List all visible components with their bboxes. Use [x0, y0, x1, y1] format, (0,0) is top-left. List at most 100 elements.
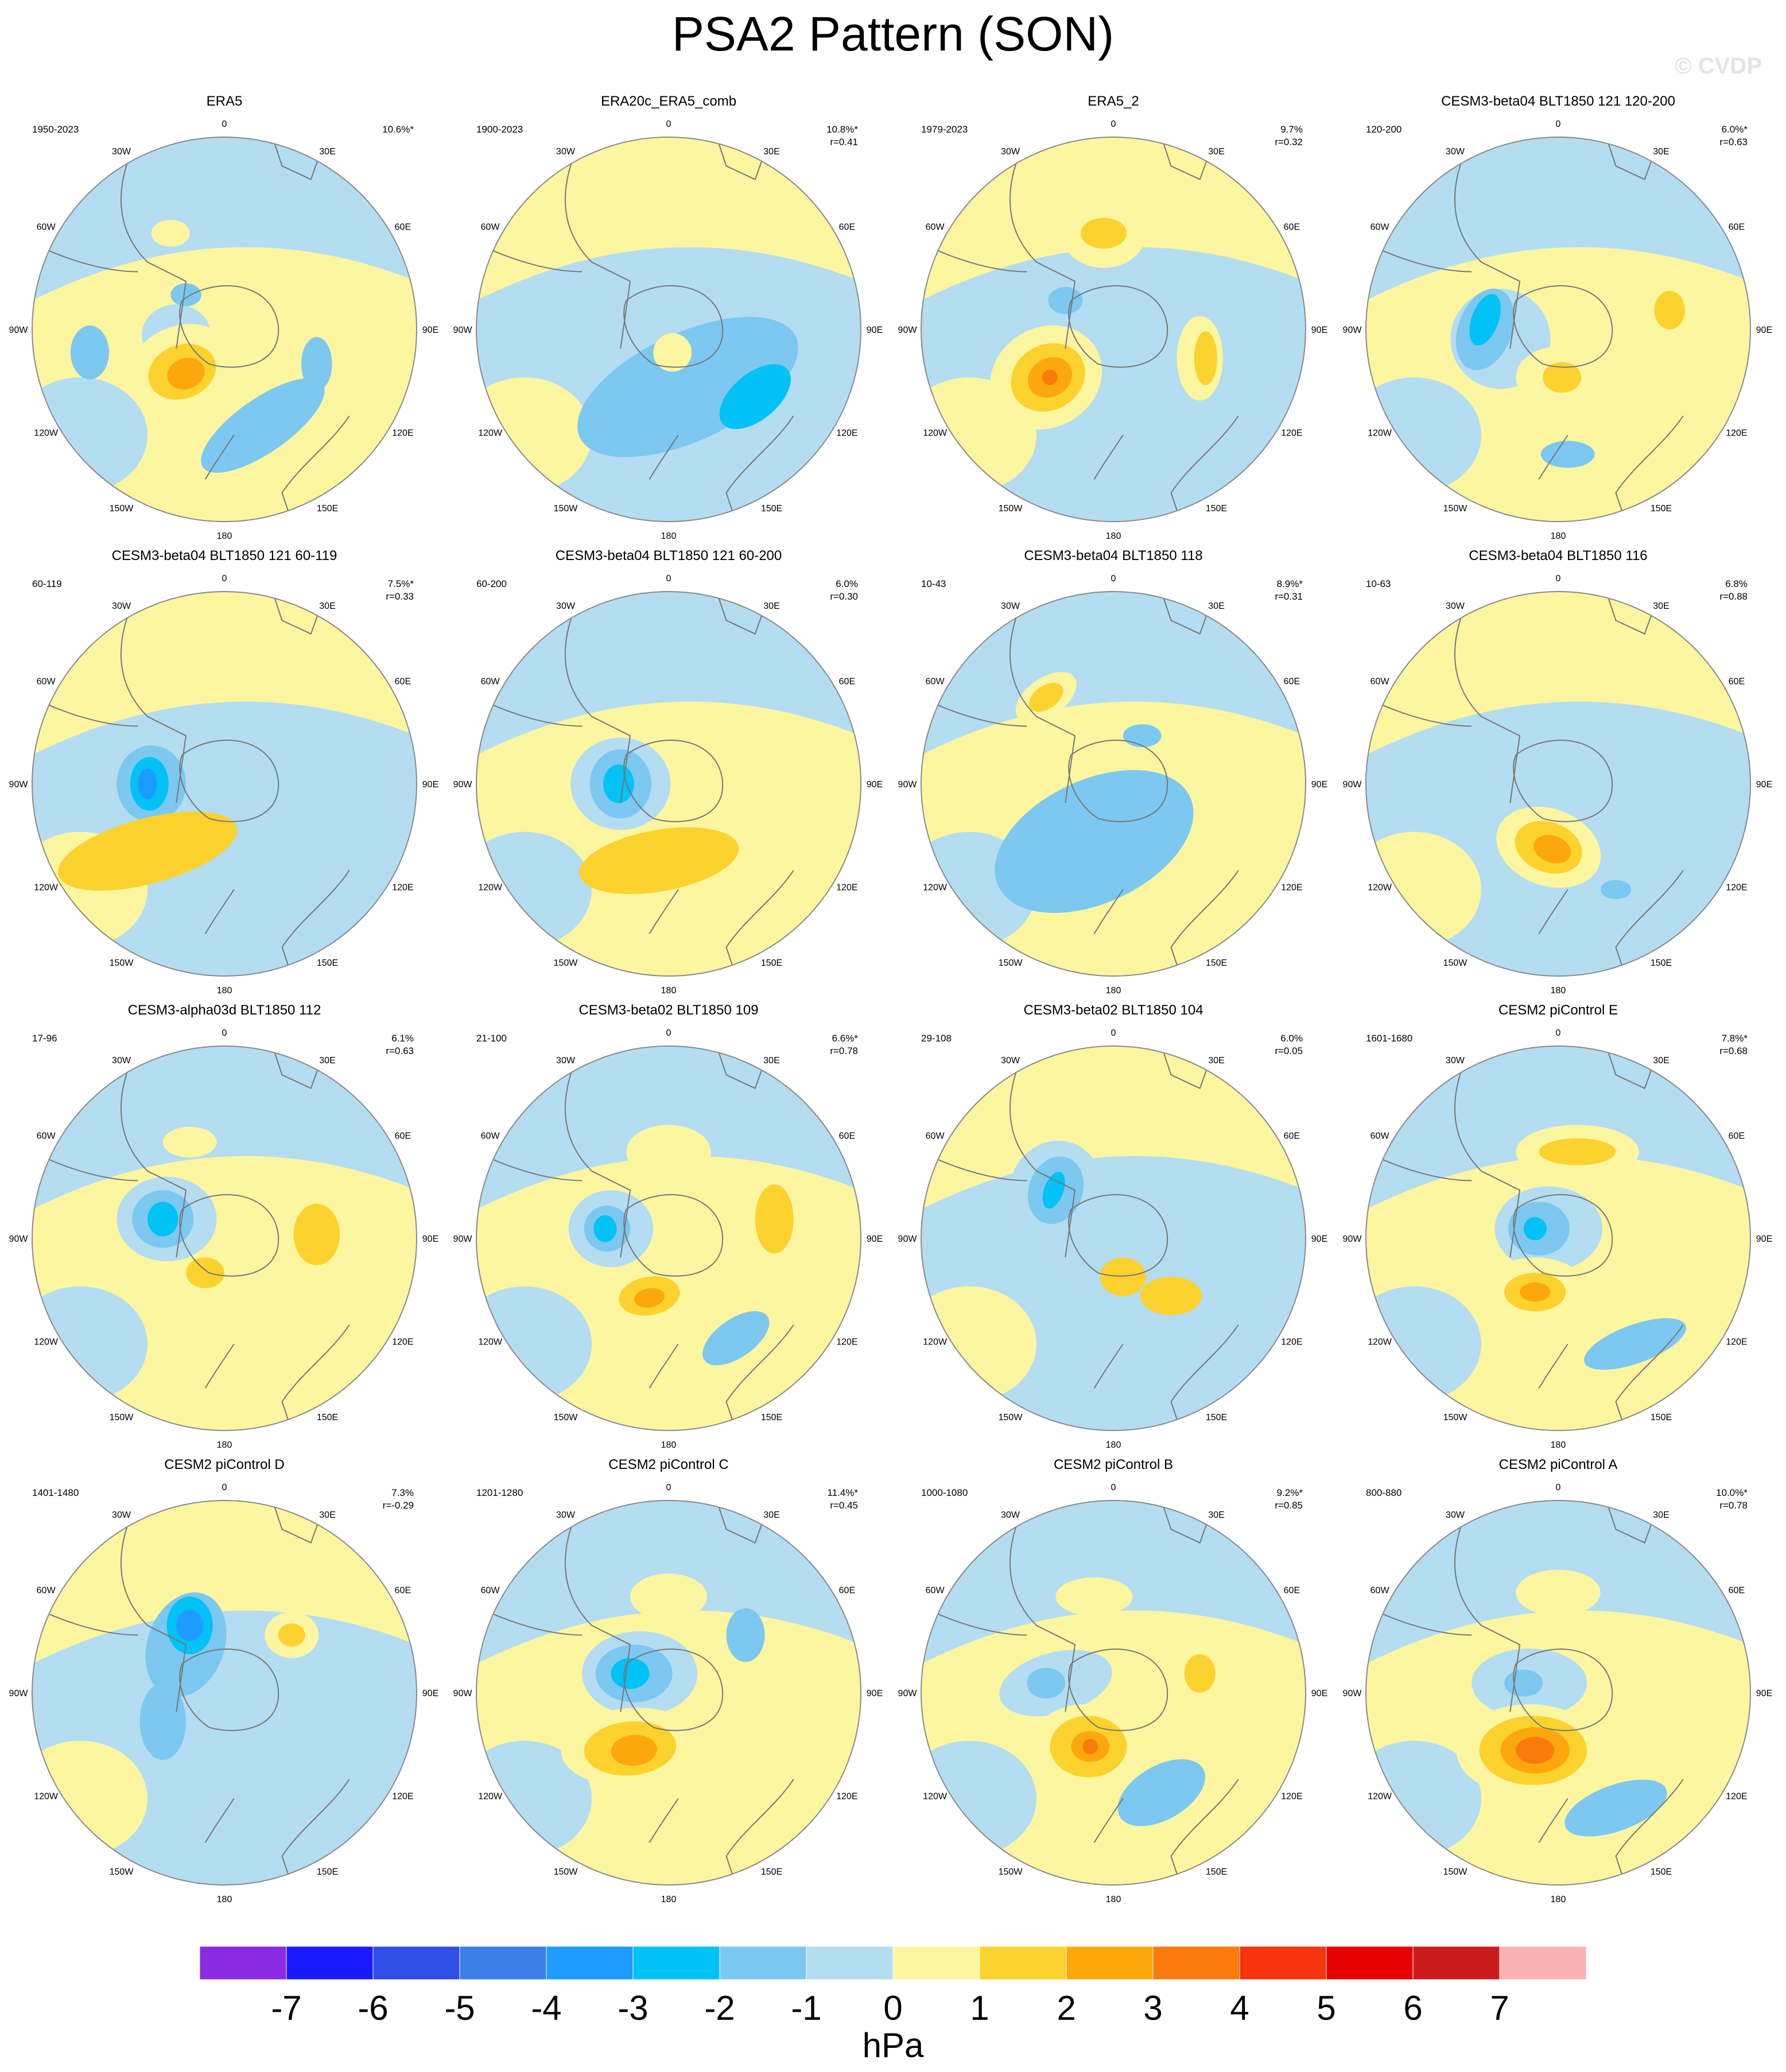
map-panel: CESM2 piControl A 800-880 10.0%* r=0.78 0 30E…: [1343, 1457, 1773, 1904]
contour-blob: [1048, 287, 1083, 314]
lon-label: 0: [1556, 119, 1561, 129]
map-panel: CESM2 piControl E 1601-1680 7.8%*r=0.68 0 30…: [1343, 1002, 1773, 1450]
lon-label: 180: [217, 531, 232, 541]
lon-label: 90W: [453, 1689, 473, 1698]
lon-label: 150W: [1443, 1867, 1468, 1877]
anomaly-field: [476, 137, 861, 522]
colorbar-swatch: [372, 1946, 460, 1980]
contour-blob: [1028, 682, 1063, 712]
contour-blob: [1123, 724, 1162, 748]
coastline-australia: [1170, 1779, 1239, 1885]
contour-blob: [1584, 1318, 1686, 1370]
coastline-antarctica: [1068, 1649, 1168, 1731]
panel-correlation: r=0.78: [1719, 1500, 1748, 1511]
lon-label: 180: [661, 1440, 677, 1450]
lon-label: 120W: [478, 429, 503, 438]
lon-label: 30W: [556, 1510, 576, 1520]
coastline-new-zealand: [649, 1798, 679, 1843]
contour-blob: [1042, 370, 1058, 386]
colorbar-tick-label: -4: [531, 1989, 561, 2027]
lon-label: 60W: [37, 223, 56, 232]
map-boundary: [1365, 137, 1751, 522]
lon-label: 120E: [836, 1338, 857, 1347]
contour-blob: [702, 1311, 770, 1366]
coastline-australia: [1170, 870, 1239, 976]
lon-label: 30E: [1653, 1056, 1669, 1066]
panel-correlation: r=0.32: [1275, 137, 1303, 147]
coastline-new-zealand: [204, 889, 235, 934]
lon-label: 180: [217, 986, 232, 996]
lon-label: 90W: [898, 325, 918, 335]
map-panel: CESM3-beta04 BLT1850 121 120-200 120-200 6…: [1343, 94, 1773, 541]
lon-label: 120E: [1726, 429, 1747, 438]
lon-label: 90E: [422, 325, 438, 335]
lon-label: 0: [1111, 1028, 1116, 1038]
field-region: [1366, 831, 1481, 947]
lon-label: 0: [1111, 1483, 1116, 1492]
coastlines: [476, 592, 794, 976]
coastline-australia: [725, 1779, 794, 1885]
lon-label: 30E: [1208, 601, 1224, 611]
anomaly-field: [476, 1046, 861, 1430]
lon-label: 150E: [317, 504, 338, 514]
map-panel: ERA5 1950-2023 10.6%* 0 30E 60E 90E 120E 150E 180…: [9, 94, 439, 541]
lon-label: 120E: [836, 883, 857, 893]
contour-blob: [71, 325, 109, 380]
lon-label: 120W: [34, 883, 59, 893]
colorbar-tick-label: 4: [1230, 1989, 1249, 2027]
panel-title: CESM2 piControl C: [608, 1457, 728, 1472]
panel-correlation: r=0.45: [830, 1500, 858, 1511]
coastline-antarctica: [1513, 1194, 1613, 1277]
lon-label: 60E: [395, 1132, 411, 1141]
coastline-africa: [716, 1500, 766, 1544]
lon-label: 60E: [839, 223, 855, 232]
lon-label: 60W: [1370, 677, 1390, 687]
map-panel: CESM3-beta04 BLT1850 121 60-119 60-119 7.5…: [9, 548, 439, 996]
lon-label: 150E: [317, 1413, 338, 1422]
panel-correlation: r=0.63: [1719, 137, 1748, 147]
lon-label: 90W: [898, 1689, 918, 1698]
lon-label: 0: [222, 1028, 227, 1038]
lon-label: 60E: [1284, 677, 1300, 687]
coastline-africa: [1160, 137, 1210, 181]
lon-label: 30W: [112, 1056, 131, 1066]
field-region: [476, 377, 592, 493]
lon-label: 0: [666, 1483, 671, 1492]
coastline-africa: [1605, 1046, 1655, 1090]
contour-blob: [57, 811, 238, 891]
panel-years: 1201-1280: [476, 1487, 523, 1498]
coastline-australia: [725, 1324, 794, 1430]
panel-title: CESM3-beta04 BLT1850 116: [1469, 548, 1647, 563]
lon-label: 120W: [923, 429, 948, 438]
panel-title: CESM2 piControl D: [164, 1457, 284, 1472]
map-panel: CESM2 piControl D 1401-1480 7.3% r=-0.29 0 30…: [9, 1457, 439, 1904]
lon-label: 30E: [319, 1510, 335, 1520]
panel-variance: 9.2%*: [1277, 1487, 1303, 1498]
lon-label: 30E: [763, 147, 779, 157]
coastline-new-zealand: [1093, 434, 1124, 480]
lon-label: 60W: [1370, 1132, 1390, 1141]
anomaly-field: [32, 592, 417, 976]
contour-blob: [611, 1735, 657, 1766]
colorbar-unit: hPa: [863, 2026, 924, 2065]
lon-label: 60W: [926, 223, 945, 232]
panel-correlation: r=0.68: [1719, 1045, 1748, 1056]
panel-variance: 10.6%*: [382, 124, 414, 135]
lon-label: 150W: [999, 1867, 1023, 1877]
contour-blob: [577, 317, 798, 457]
contour-blob: [634, 1288, 665, 1308]
coastline-africa: [1605, 592, 1655, 635]
lon-label: 150E: [761, 1867, 782, 1877]
field-region: [476, 137, 861, 301]
map-boundary: [921, 1045, 1306, 1431]
panel-correlation: r=-0.29: [383, 1500, 414, 1511]
lon-label: 180: [1106, 531, 1121, 541]
lon-label: 120W: [478, 1792, 503, 1802]
panel-variance: 6.0%*: [1722, 124, 1748, 135]
coastline-australia: [281, 1779, 350, 1885]
lon-label: 120W: [478, 883, 503, 893]
contour-blob: [1516, 1737, 1555, 1764]
map-panel: ERA20c_ERA5_comb 1900-2023 10.8%* r=0.41 0 30…: [453, 94, 883, 541]
